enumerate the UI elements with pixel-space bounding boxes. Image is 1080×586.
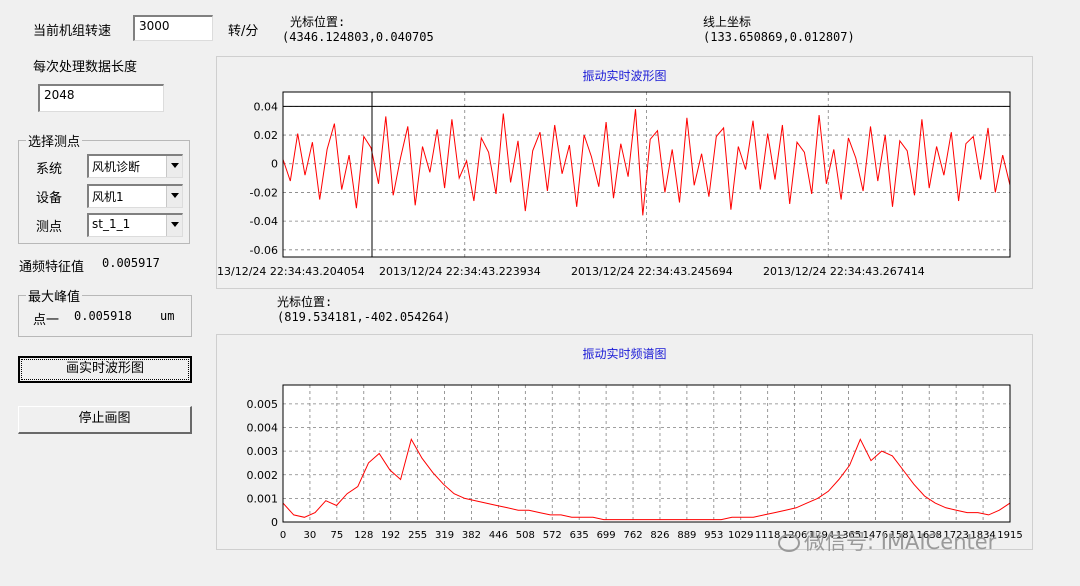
x-tick-label: 572	[543, 530, 562, 541]
waveform-cursor-value: (4346.124803,0.040705	[282, 30, 434, 44]
x-tick-label: 635	[570, 530, 589, 541]
stop-drawing-button[interactable]: 停止画图	[18, 406, 192, 434]
waveform-chart[interactable]: 0.04 0.02 0 -0.02 -0.04 -0.06 13/12/24 22:34:4…	[217, 57, 1032, 288]
passband-value: 0.005917	[102, 256, 160, 270]
system-select-value: 风机诊断	[92, 160, 141, 174]
chevron-down-icon[interactable]	[166, 156, 182, 177]
x-tick-label: 2013/12/24 22:34:43.223934	[379, 265, 541, 278]
plot-frame	[282, 91, 1011, 258]
y-tick-label: 0.001	[247, 492, 279, 505]
system-label: 系统	[36, 162, 63, 177]
x-tick-label: 1476	[863, 530, 888, 541]
x-tick-label: 2013/12/24 22:34:43.245694	[571, 265, 733, 278]
y-tick-label: 0	[271, 158, 278, 171]
passband-label: 通频特征值	[19, 260, 85, 275]
waveform-cursor-label: 光标位置:	[290, 15, 346, 29]
x-tick-label: 1581	[890, 530, 915, 541]
max-peak-group-title: 最大峰值	[26, 286, 83, 305]
speed-label: 当前机组转速	[33, 24, 112, 39]
x-tick-label: 1029	[728, 530, 753, 541]
x-tick-label: 0	[280, 530, 286, 541]
x-tick-label: 30	[304, 530, 317, 541]
x-tick-label: 508	[516, 530, 535, 541]
point-select-value: st_1_1	[92, 217, 131, 231]
x-tick-label: 2013/12/24 22:34:43.267414	[763, 265, 925, 278]
y-tick-label: -0.02	[250, 186, 278, 199]
x-tick-label: 1723	[943, 530, 968, 541]
point-select[interactable]: st_1_1	[87, 213, 183, 237]
spectrum-title: 振动实时频谱图	[582, 347, 667, 361]
x-tick-label: 1294	[809, 530, 834, 541]
system-select[interactable]: 风机诊断	[87, 154, 183, 178]
x-tick-label: 128	[354, 530, 373, 541]
y-tick-label: 0.004	[247, 422, 279, 435]
peak-point-label: 点一	[33, 313, 60, 328]
y-tick-label: 0.005	[247, 398, 279, 411]
speed-unit: 转/分	[228, 24, 259, 39]
plot-frame	[282, 384, 1011, 523]
x-tick-label: 1915	[997, 530, 1022, 541]
x-tick-label: 889	[677, 530, 696, 541]
y-tick-label: -0.06	[250, 244, 278, 257]
x-tick-label: 382	[462, 530, 481, 541]
x-tick-label: 192	[381, 530, 400, 541]
device-select[interactable]: 风机1	[87, 184, 183, 208]
signal-line	[282, 437, 1011, 521]
speed-input[interactable]: 3000	[133, 15, 213, 41]
x-tick-label: 762	[623, 530, 642, 541]
x-tick-label: 13/12/24 22:34:43.204054	[217, 265, 365, 278]
y-tick-label: 0.002	[247, 469, 279, 482]
point-label: 测点	[36, 220, 63, 235]
max-peak-group	[18, 295, 192, 337]
measure-point-group	[18, 140, 190, 244]
spectrum-chart[interactable]: 0 0.001 0.002 0.003 0.004 0.005 0 30 75 128 192 255…	[217, 335, 1032, 549]
peak-unit: um	[160, 309, 175, 323]
watermark: 微信号: IMAICenter	[778, 526, 996, 556]
watermark-text: 微信号: IMAICenter	[804, 530, 997, 554]
x-tick-label: 75	[330, 530, 343, 541]
spectrum-panel: 振动实时频谱图 0 0.001 0.002 0.003 0.004 0.005 0 30 75 1…	[216, 334, 1033, 550]
data-length-label: 每次处理数据长度	[33, 60, 138, 75]
y-tick-label: 0.04	[254, 100, 279, 113]
x-tick-label: 319	[435, 530, 454, 541]
wechat-icon	[778, 534, 800, 552]
x-tick-label: 953	[704, 530, 723, 541]
y-tick-label: 0	[271, 516, 278, 529]
y-tick-label: 0.02	[254, 129, 279, 142]
plot-area	[283, 385, 1010, 522]
line-coord-value: (133.650869,0.012807)	[703, 30, 855, 44]
x-tick-label: 1638	[916, 530, 941, 541]
x-tick-label: 699	[597, 530, 616, 541]
x-tick-label: 826	[650, 530, 669, 541]
spectrum-cursor-value: (819.534181,-402.054264)	[277, 310, 451, 324]
x-tick-label: 446	[489, 530, 508, 541]
waveform-title: 振动实时波形图	[582, 69, 667, 83]
device-label: 设备	[36, 191, 63, 206]
waveform-panel: 振动实时波形图 0.04 0.02 0 -0.02 -0.04 -0.06 13/12/24…	[216, 56, 1033, 289]
chevron-down-icon[interactable]	[166, 215, 182, 236]
x-tick-label: 1365	[836, 530, 861, 541]
signal-line	[282, 109, 1011, 216]
data-length-input[interactable]: 2048	[38, 84, 164, 112]
draw-waveform-button[interactable]: 画实时波形图	[18, 356, 192, 383]
y-tick-label: 0.003	[247, 445, 279, 458]
x-tick-label: 1118	[755, 530, 780, 541]
measure-point-group-title: 选择测点	[26, 131, 83, 150]
peak-value: 0.005918	[74, 309, 132, 323]
y-tick-label: -0.04	[250, 215, 278, 228]
chevron-down-icon[interactable]	[166, 186, 182, 207]
x-tick-label: 1834	[970, 530, 995, 541]
x-tick-label: 255	[408, 530, 427, 541]
device-select-value: 风机1	[92, 190, 124, 204]
spectrum-cursor-label: 光标位置:	[277, 295, 333, 309]
line-coord-label: 线上坐标	[703, 15, 752, 29]
